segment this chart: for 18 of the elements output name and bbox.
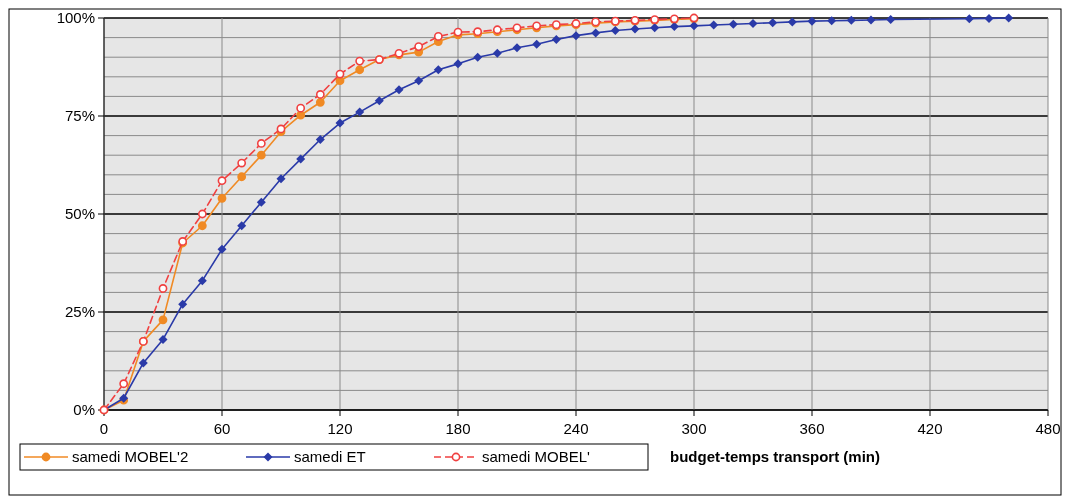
- x-tick-label: 420: [917, 420, 943, 437]
- x-tick-label: 60: [213, 420, 231, 437]
- x-tick-label: 240: [563, 420, 589, 437]
- x-axis-title: budget-temps transport (min): [670, 448, 880, 466]
- legend-label: samedi MOBEL'2: [72, 448, 189, 466]
- legend-label: samedi ET: [294, 448, 366, 466]
- x-tick-label: 300: [681, 420, 707, 437]
- x-tick-label: 0: [99, 420, 109, 437]
- x-tick-label: 480: [1035, 420, 1061, 437]
- y-tick-label: 0%: [73, 401, 95, 419]
- legend-label: samedi MOBEL': [482, 448, 591, 466]
- x-tick-label: 120: [327, 420, 353, 437]
- y-tick-label: 100%: [56, 9, 95, 27]
- y-tick-label: 25%: [64, 303, 95, 321]
- x-tick-label: 180: [445, 420, 471, 437]
- y-tick-label: 50%: [64, 205, 95, 223]
- x-tick-label: 360: [799, 420, 825, 437]
- y-tick-label: 75%: [64, 107, 95, 125]
